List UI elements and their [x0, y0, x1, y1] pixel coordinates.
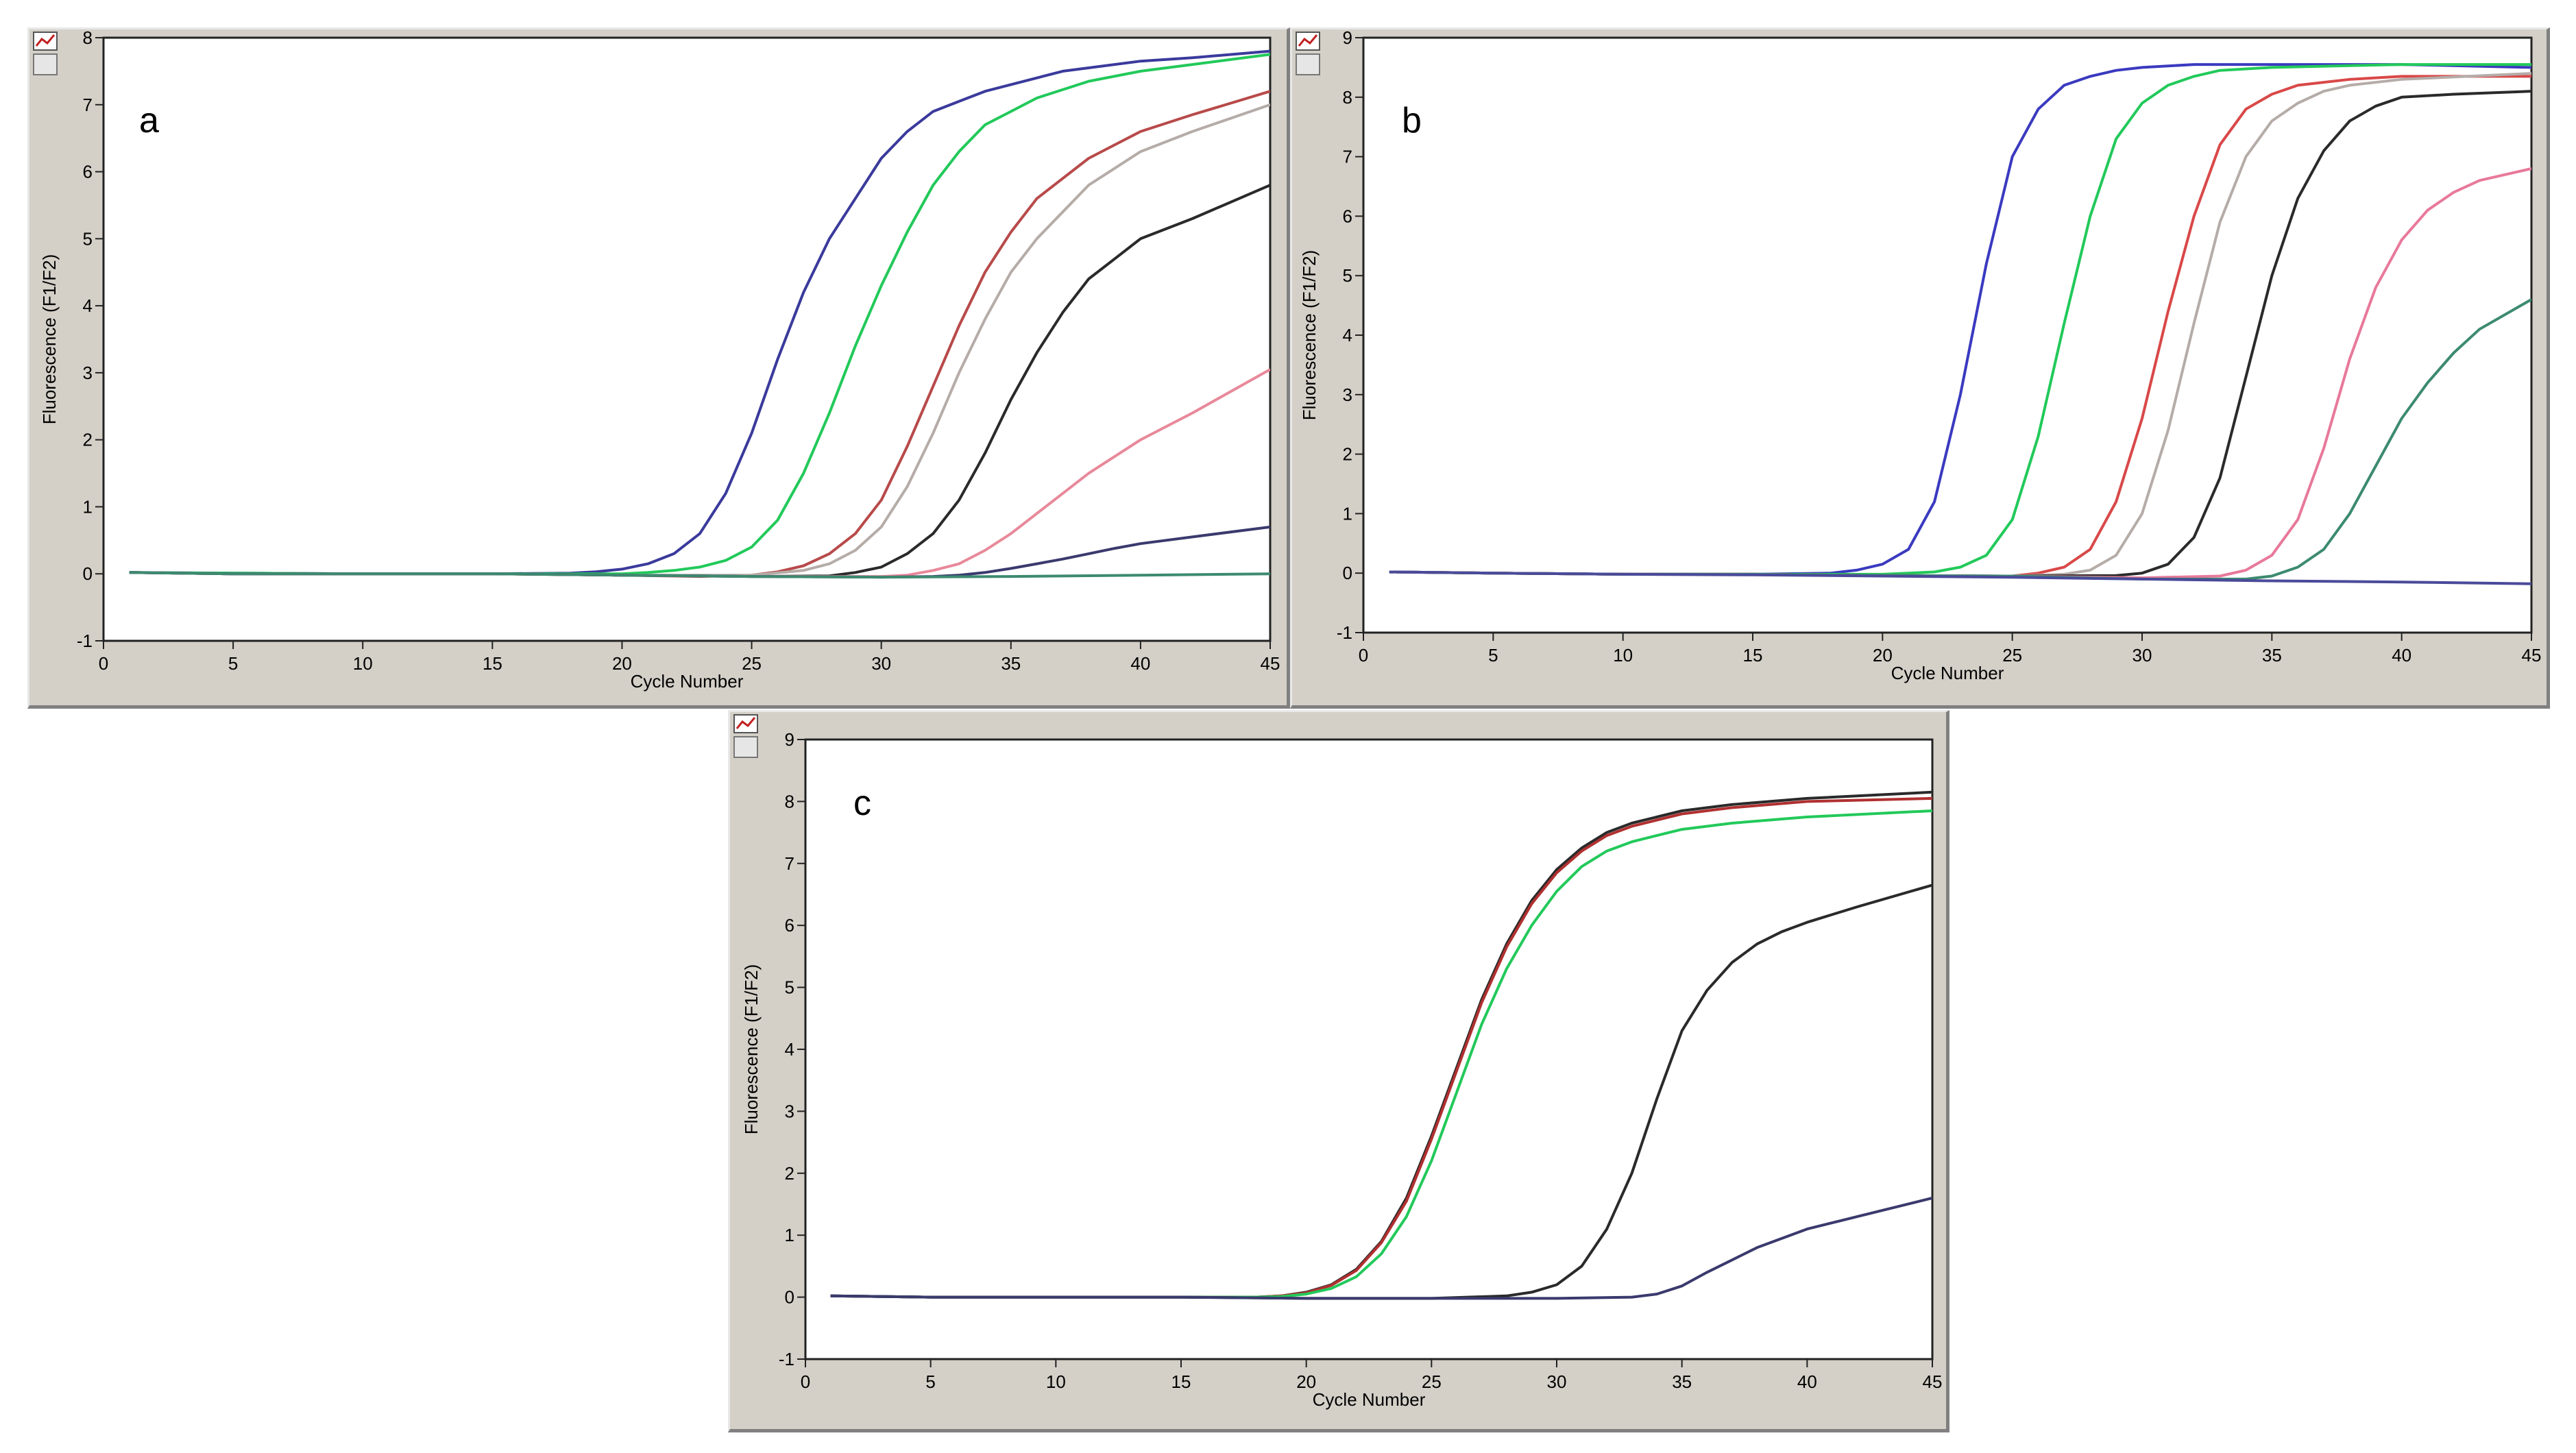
x-tick-label: 25 [742, 653, 762, 674]
y-tick-label: 8 [83, 29, 93, 48]
y-tick-label: 3 [1343, 384, 1352, 405]
y-tick-label: 4 [83, 295, 93, 316]
y-axis-title: Fluorescence (F1/F2) [741, 964, 762, 1135]
y-axis-title: Fluorescence (F1/F2) [39, 254, 60, 425]
plot-area [1362, 36, 2533, 634]
y-tick-label: 9 [1343, 29, 1352, 48]
x-tick-label: 5 [1488, 645, 1498, 666]
y-tick-label: 7 [785, 853, 794, 874]
y-tick-label: -1 [77, 631, 93, 651]
y-tick-label: 2 [785, 1163, 794, 1184]
chart-panel-c: -1 0 1 2 3 4 5 6 7 8 9 0 5 10 15 20 25 30 35 40 45 Cycle Numb… [728, 710, 1949, 1432]
y-tick-label: 1 [83, 496, 93, 517]
x-tick-label: 10 [1613, 645, 1633, 666]
y-tick-label: 6 [785, 915, 794, 936]
y-tick-label: -1 [1337, 622, 1352, 643]
y-tick-label: -1 [779, 1349, 794, 1369]
x-tick-label: 15 [483, 653, 502, 674]
scale-toggle-icon[interactable] [733, 736, 758, 758]
x-tick-label: 10 [353, 653, 373, 674]
x-tick-label: 30 [871, 653, 891, 674]
y-tick-label: 1 [785, 1225, 794, 1245]
x-tick-label: 30 [1547, 1371, 1567, 1392]
scale-toggle-icon[interactable] [1296, 53, 1320, 75]
y-tick-label: 5 [785, 977, 794, 998]
series-line-8 [1389, 570, 2531, 585]
y-tick-label: 5 [83, 228, 93, 249]
y-tick-label: 8 [1343, 87, 1352, 108]
x-tick-label: 40 [2392, 645, 2411, 666]
y-tick-label: 7 [1343, 147, 1352, 167]
y-tick-label: 3 [785, 1101, 794, 1121]
y-tick-label: 0 [83, 563, 93, 584]
x-tick-label: 35 [2262, 645, 2282, 666]
x-tick-label: 20 [1873, 645, 1893, 666]
x-tick-label: 30 [2133, 645, 2152, 666]
x-tick-label: 10 [1046, 1371, 1066, 1392]
x-tick-label: 35 [1001, 653, 1021, 674]
x-tick-label: 45 [1923, 1371, 1943, 1392]
x-tick-label: 45 [2522, 645, 2542, 666]
y-axis-title: Fluorescence (F1/F2) [1299, 250, 1320, 421]
y-tick-label: 6 [1343, 206, 1352, 226]
chart-panel-b: -1 0 1 2 3 4 5 6 7 8 9 0 5 10 15 20 25 30 35 40 45 Cycle Numb… [1290, 27, 2550, 709]
x-tick-label: 25 [2002, 645, 2022, 666]
y-tick-label: 0 [1343, 563, 1352, 583]
x-tick-label: 25 [1422, 1371, 1442, 1392]
panel-label: b [1402, 101, 1422, 141]
y-tick-label: 6 [83, 162, 93, 182]
y-tick-label: 3 [83, 363, 93, 383]
x-tick-label: 40 [1797, 1371, 1817, 1392]
panel-label: a [139, 101, 159, 141]
panel-label: c [853, 783, 871, 823]
y-tick-label: 7 [83, 95, 93, 115]
plot-area [102, 36, 1272, 642]
y-tick-label: 4 [785, 1039, 794, 1060]
scale-toggle-icon[interactable] [33, 53, 58, 75]
series-line-5 [830, 1197, 1932, 1300]
x-axis-title: Cycle Number [1313, 1389, 1426, 1410]
x-tick-label: 20 [612, 653, 632, 674]
x-tick-label: 0 [99, 653, 108, 674]
y-tick-label: 1 [1343, 503, 1352, 524]
x-tick-label: 15 [1171, 1371, 1191, 1392]
y-tick-label: 8 [785, 791, 794, 811]
y-tick-label: 5 [1343, 265, 1352, 286]
y-tick-label: 9 [785, 729, 794, 750]
x-tick-label: 40 [1130, 653, 1150, 674]
x-tick-label: 0 [1359, 645, 1368, 666]
x-tick-label: 0 [801, 1371, 810, 1392]
x-tick-label: 35 [1672, 1371, 1692, 1392]
x-tick-label: 5 [925, 1371, 935, 1392]
x-tick-label: 20 [1296, 1371, 1316, 1392]
x-tick-label: 15 [1743, 645, 1763, 666]
x-axis-title: Cycle Number [1891, 663, 2004, 683]
y-tick-label: 0 [785, 1287, 794, 1308]
y-tick-label: 2 [1343, 444, 1352, 465]
x-axis-title: Cycle Number [631, 671, 744, 692]
x-tick-label: 5 [228, 653, 238, 674]
x-tick-label: 45 [1261, 653, 1280, 674]
y-tick-label: 4 [1343, 325, 1352, 345]
chart-panel-a: -1 0 1 2 3 4 5 6 7 8 0 5 10 15 20 25 30 35 40 45 Cycle Numbe… [27, 27, 1290, 709]
series-line-8 [129, 571, 1270, 579]
y-tick-label: 2 [83, 430, 93, 450]
